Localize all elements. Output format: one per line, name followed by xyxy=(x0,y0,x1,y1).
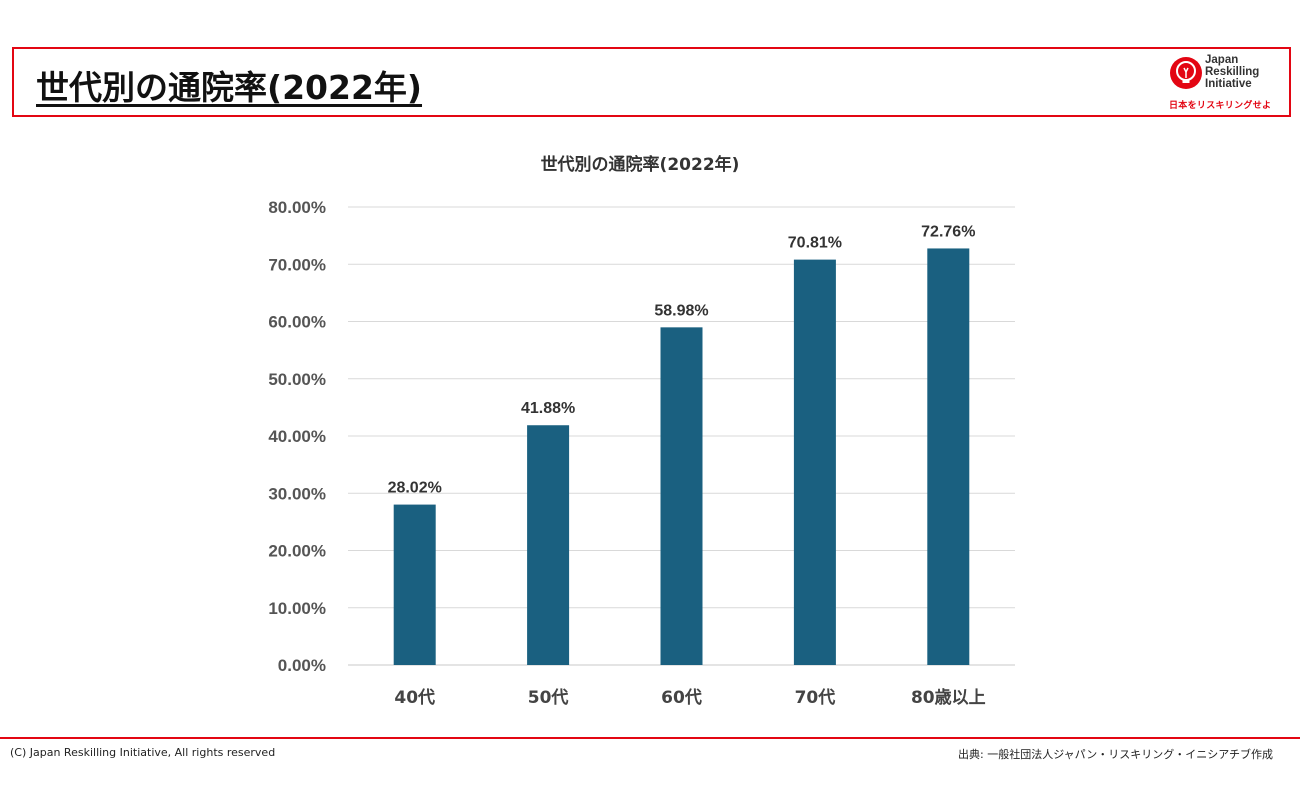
y-tick-label: 50.00% xyxy=(268,370,326,389)
y-tick-label: 30.00% xyxy=(268,484,326,503)
logo-line: Reskilling xyxy=(1205,66,1260,78)
bar xyxy=(793,259,836,665)
copyright-text: (C) Japan Reskilling Initiative, All rig… xyxy=(10,746,276,759)
y-tick-label: 10.00% xyxy=(268,599,326,618)
page-title: 世代別の通院率(2022年) xyxy=(36,68,423,107)
source-text: 出典: 一般社団法人ジャパン・リスキリング・イニシアチブ作成 xyxy=(958,748,1273,761)
title-banner: 世代別の通院率(2022年) Japan Reskilling Initiati… xyxy=(12,47,1291,117)
bar xyxy=(527,425,570,665)
bar xyxy=(927,248,970,665)
logo-line: Initiative xyxy=(1205,78,1252,90)
logo-wordmark: Japan Reskilling Initiative xyxy=(1205,54,1279,90)
x-tick-label: 40代 xyxy=(394,687,435,708)
logo-line: Japan xyxy=(1205,54,1239,66)
bar xyxy=(660,327,703,665)
lightbulb-head-icon xyxy=(1170,57,1202,89)
chart-title: 世代別の通院率(2022年) xyxy=(541,154,740,175)
bar-chart-svg: 世代別の通院率(2022年) 0.00% 10.00% 20.00% 30.00% 40.… xyxy=(268,154,1015,708)
data-label: 72.76% xyxy=(921,223,975,240)
y-tick-label: 40.00% xyxy=(268,427,326,446)
y-tick-label: 80.00% xyxy=(268,198,326,217)
y-tick-label: 70.00% xyxy=(268,255,326,274)
y-tick-label: 0.00% xyxy=(278,656,326,675)
data-label: 41.88% xyxy=(521,400,575,417)
y-tick-label: 60.00% xyxy=(268,313,326,332)
logo-tagline: 日本をリスキリングせよ xyxy=(1169,101,1272,111)
bar-chart: 世代別の通院率(2022年) 0.00% 10.00% 20.00% 30.00% 40.… xyxy=(0,130,1300,730)
data-label: 28.02% xyxy=(388,480,442,497)
x-tick-label: 80歳以上 xyxy=(911,687,986,708)
bar xyxy=(393,504,436,665)
x-tick-label: 70代 xyxy=(795,687,836,708)
footer-divider xyxy=(0,737,1300,739)
y-tick-label: 20.00% xyxy=(268,542,326,561)
brand-logo: Japan Reskilling Initiative 日本をリスキリングせよ xyxy=(1169,54,1279,112)
data-label: 58.98% xyxy=(654,302,708,319)
x-tick-label: 60代 xyxy=(661,687,702,708)
data-label: 70.81% xyxy=(788,235,842,252)
x-tick-label: 50代 xyxy=(528,687,569,708)
